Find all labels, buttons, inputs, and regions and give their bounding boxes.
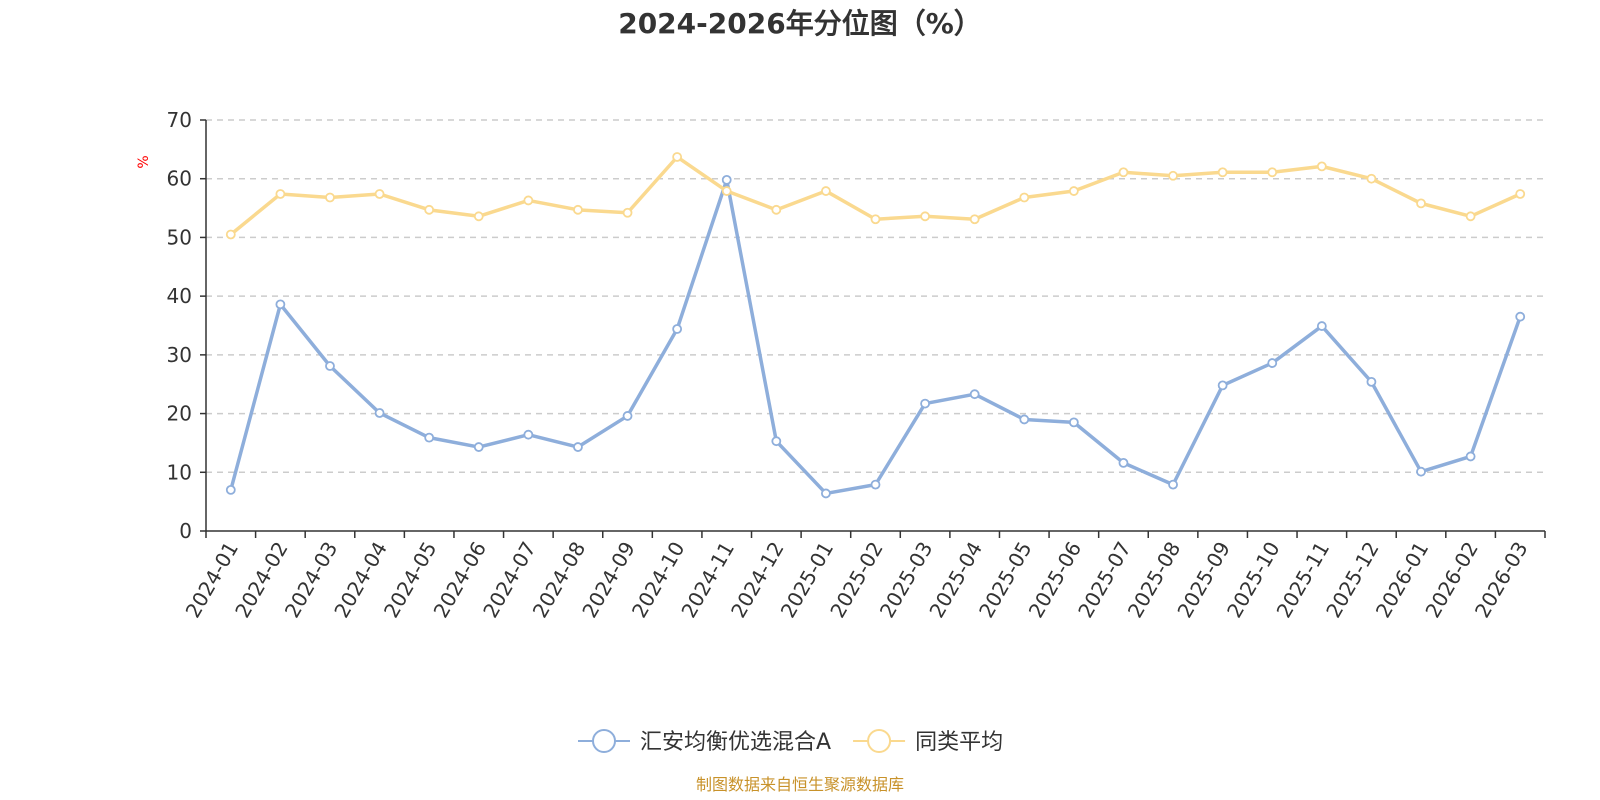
data-point [225, 229, 236, 240]
data-point [969, 389, 980, 400]
data-point [821, 488, 831, 499]
data-point [1118, 457, 1129, 468]
legend-swatch-marker [867, 729, 892, 753]
chart-title: 2024-2026年分位图（%） [618, 7, 982, 40]
data-point [1366, 173, 1377, 184]
data-point [920, 398, 930, 409]
data-point [325, 192, 335, 203]
data-point [622, 207, 633, 218]
data-point [622, 411, 633, 421]
legend-label: 同类平均 [915, 730, 1003, 755]
data-point [1316, 161, 1327, 172]
data-point [1416, 466, 1426, 477]
series-2 [225, 152, 1526, 240]
y-axis-label: % [136, 155, 152, 168]
data-point [225, 484, 236, 495]
grid-lines [206, 119, 1545, 474]
data-point [1267, 358, 1278, 368]
data-point [473, 211, 484, 222]
data-point [473, 442, 484, 452]
data-point [573, 204, 583, 215]
data-point [424, 432, 435, 443]
data-point [1267, 167, 1278, 178]
data-point [1168, 170, 1178, 181]
data-point [1068, 417, 1079, 428]
y-tick-label: 50 [167, 225, 192, 249]
y-tick-label: 10 [167, 460, 192, 484]
data-point [573, 442, 583, 452]
data-point [920, 211, 930, 222]
y-tick-labels: 0 10 20 30 40 50 60 70 [167, 108, 192, 543]
data-point [721, 186, 732, 196]
data-point [1168, 479, 1178, 490]
y-tick-label: 40 [167, 284, 192, 308]
data-point [1019, 414, 1030, 425]
data-point [1217, 167, 1228, 178]
y-tick-label: 60 [167, 167, 192, 191]
data-point [1515, 311, 1526, 322]
data-point [771, 436, 782, 447]
data-point [374, 189, 385, 199]
data-point [1118, 167, 1129, 178]
legend-swatch-marker [592, 729, 616, 753]
data-point [374, 408, 385, 418]
x-tick-labels: 2024-012024-022024-032024-042024-052024-… [181, 538, 1533, 622]
data-point [771, 204, 782, 215]
data-point [275, 299, 286, 310]
data-point [424, 204, 435, 215]
data-point [870, 479, 881, 490]
legend-item-2[interactable]: 同类平均 [853, 729, 1003, 755]
data-point [1515, 189, 1526, 199]
data-point [1068, 186, 1079, 196]
axes [200, 119, 1546, 538]
data-point [1217, 380, 1228, 391]
data-point [325, 361, 335, 371]
data-point [275, 189, 286, 199]
y-tick-label: 20 [167, 402, 192, 426]
series-lines [225, 152, 1526, 499]
y-tick-label: 0 [179, 519, 192, 543]
series-line [229, 178, 1522, 496]
data-point [721, 174, 732, 185]
legend[interactable]: 汇安均衡优选混合A 同类平均 [578, 729, 1003, 755]
y-tick-label: 30 [167, 343, 192, 367]
series-1 [225, 174, 1526, 499]
data-source-note: 制图数据来自恒生聚源数据库 [696, 775, 904, 794]
legend-label: 汇安均衡优选混合A [640, 730, 831, 755]
data-point [821, 186, 831, 196]
y-tick-label: 70 [167, 108, 192, 132]
data-point [1019, 192, 1030, 203]
data-point [1316, 321, 1327, 331]
data-point [672, 152, 683, 162]
data-point [1465, 451, 1476, 462]
data-point [523, 195, 534, 206]
data-point [523, 429, 534, 440]
data-point [870, 214, 881, 225]
data-point [1366, 376, 1377, 387]
data-point [1465, 211, 1476, 222]
data-point [672, 324, 683, 334]
legend-item-1[interactable]: 汇安均衡优选混合A [578, 729, 831, 755]
data-point [1416, 198, 1426, 209]
data-point [969, 214, 980, 225]
